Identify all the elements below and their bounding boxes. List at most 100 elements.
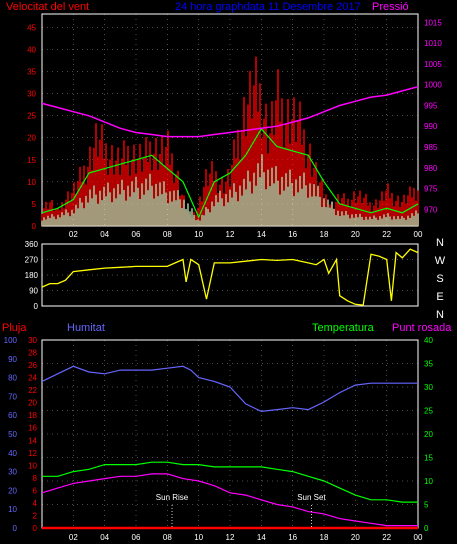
wind-x-tick-label: 18 <box>320 230 329 239</box>
humidity-x-tick-label: 04 <box>100 533 109 542</box>
pressure-y-tick-label: 1005 <box>424 60 442 69</box>
pressure-y-tick-label: 970 <box>424 205 438 214</box>
wind-y-tick-label: 20 <box>27 134 36 143</box>
rain-y-tick-label: 20 <box>28 399 37 408</box>
wind-y-tick-label: 35 <box>27 67 36 76</box>
wind-speed-label: Velocitat del vent <box>6 1 89 13</box>
wind-x-tick-label: 06 <box>132 230 141 239</box>
temperature-y-tick-label: 5 <box>424 501 429 510</box>
temperature-y-tick-label: 0 <box>424 524 429 533</box>
temperature-y-tick-label: 30 <box>424 383 433 392</box>
compass-label: N <box>436 309 444 321</box>
rain-y-tick-label: 30 <box>28 336 37 345</box>
pressure-y-tick-label: 980 <box>424 164 438 173</box>
temperature-y-tick-label: 20 <box>424 430 433 439</box>
humidity-y-tick-label: 20 <box>8 486 17 495</box>
temperature-y-tick-label: 35 <box>424 360 433 369</box>
wind-y-tick-label: 25 <box>27 112 36 121</box>
wind-y-tick-label: 15 <box>27 156 36 165</box>
pressure-y-tick-label: 1015 <box>424 18 442 27</box>
wind-x-tick-label: 20 <box>351 230 360 239</box>
rain-y-tick-label: 22 <box>28 386 37 395</box>
humidity-line <box>41 365 418 413</box>
temperature-y-tick-label: 40 <box>424 336 433 345</box>
rain-y-tick-label: 28 <box>28 349 37 358</box>
wind-x-tick-label: 16 <box>288 230 297 239</box>
humidity-y-tick-label: 0 <box>13 524 18 533</box>
pressure-y-tick-label: 1000 <box>424 81 442 90</box>
humidity-x-tick-label: 02 <box>69 533 78 542</box>
humidity-y-tick-label: 10 <box>8 505 17 514</box>
temperature-y-tick-label: 25 <box>424 407 433 416</box>
wind-x-tick-label: 22 <box>382 230 391 239</box>
rain-y-tick-label: 2 <box>33 511 38 520</box>
humidity-x-tick-label: 12 <box>226 533 235 542</box>
pressure-y-tick-label: 985 <box>424 143 438 152</box>
wind-x-tick-label: 08 <box>163 230 172 239</box>
compass-label: W <box>435 255 446 267</box>
humidity-x-tick-label: 06 <box>132 533 141 542</box>
direction-panel-frame <box>41 243 419 307</box>
rain-y-tick-label: 4 <box>33 499 38 508</box>
rain-y-tick-label: 26 <box>28 361 37 370</box>
sun-set-marker-label: Sun Set <box>297 493 326 502</box>
humidity-y-tick-label: 90 <box>8 355 17 364</box>
humidity-y-tick-label: 80 <box>8 374 17 383</box>
direction-y-tick-label: 180 <box>25 271 39 280</box>
direction-y-tick-label: 360 <box>25 240 39 249</box>
temperature-y-tick-label: 10 <box>424 477 433 486</box>
wind-x-tick-label: 12 <box>226 230 235 239</box>
humidity-label: Humitat <box>67 322 105 334</box>
wind-average-line <box>41 127 419 219</box>
rain-y-tick-label: 6 <box>33 486 38 495</box>
rain-y-tick-label: 24 <box>28 374 37 383</box>
rain-y-tick-label: 8 <box>33 474 38 483</box>
temperature-label: Temperatura <box>312 322 375 334</box>
humidity-x-tick-label: 10 <box>194 533 203 542</box>
pressure-label: Pressió <box>372 1 409 13</box>
direction-y-tick-label: 90 <box>29 287 38 296</box>
temperature-line <box>42 461 418 503</box>
wind-y-tick-label: 45 <box>27 23 36 32</box>
humidity-x-tick-label: 18 <box>320 533 329 542</box>
compass-label: N <box>436 237 444 249</box>
sun-rise-marker-label: Sun Rise <box>156 493 189 502</box>
wind-x-tick-label: 10 <box>194 230 203 239</box>
wind-x-tick-label: 04 <box>100 230 109 239</box>
temperature-y-tick-label: 15 <box>424 454 433 463</box>
wind-y-tick-label: 10 <box>27 178 36 187</box>
humidity-x-tick-label: 22 <box>382 533 391 542</box>
rain-y-tick-label: 14 <box>28 436 37 445</box>
pressure-y-tick-label: 990 <box>424 122 438 131</box>
rain-y-tick-label: 0 <box>33 524 38 533</box>
wind-y-tick-label: 5 <box>32 200 37 209</box>
pressure-line <box>41 85 419 138</box>
wind-x-tick-label: 14 <box>257 230 266 239</box>
wind-y-tick-label: 0 <box>32 222 37 231</box>
humidity-y-tick-label: 100 <box>4 336 18 345</box>
pressure-y-tick-label: 975 <box>424 185 438 194</box>
dewpoint-label: Punt rosada <box>392 322 452 334</box>
chart-title: 24 hora graphdata 11 Desembre 2017 <box>175 1 361 13</box>
humidity-panel-frame <box>41 339 419 529</box>
humidity-x-tick-label: 00 <box>414 533 423 542</box>
pressure-y-tick-label: 1010 <box>424 39 442 48</box>
compass-label: S <box>436 273 443 285</box>
humidity-y-tick-label: 70 <box>8 392 17 401</box>
pressure-y-tick-label: 995 <box>424 101 438 110</box>
compass-label: E <box>436 291 443 303</box>
rain-y-tick-label: 18 <box>28 411 37 420</box>
wind-y-tick-label: 30 <box>27 90 36 99</box>
humidity-x-tick-label: 20 <box>351 533 360 542</box>
humidity-x-tick-label: 16 <box>288 533 297 542</box>
wind-x-tick-label: 02 <box>69 230 78 239</box>
humidity-x-tick-label: 14 <box>257 533 266 542</box>
dewpoint-line <box>41 473 418 527</box>
rain-y-tick-label: 16 <box>28 424 37 433</box>
wind-y-tick-label: 40 <box>27 45 36 54</box>
rain-y-tick-label: 10 <box>28 461 37 470</box>
humidity-x-tick-label: 08 <box>163 533 172 542</box>
rain-label: Pluja <box>2 322 27 334</box>
wind-x-tick-label: 00 <box>414 230 423 239</box>
